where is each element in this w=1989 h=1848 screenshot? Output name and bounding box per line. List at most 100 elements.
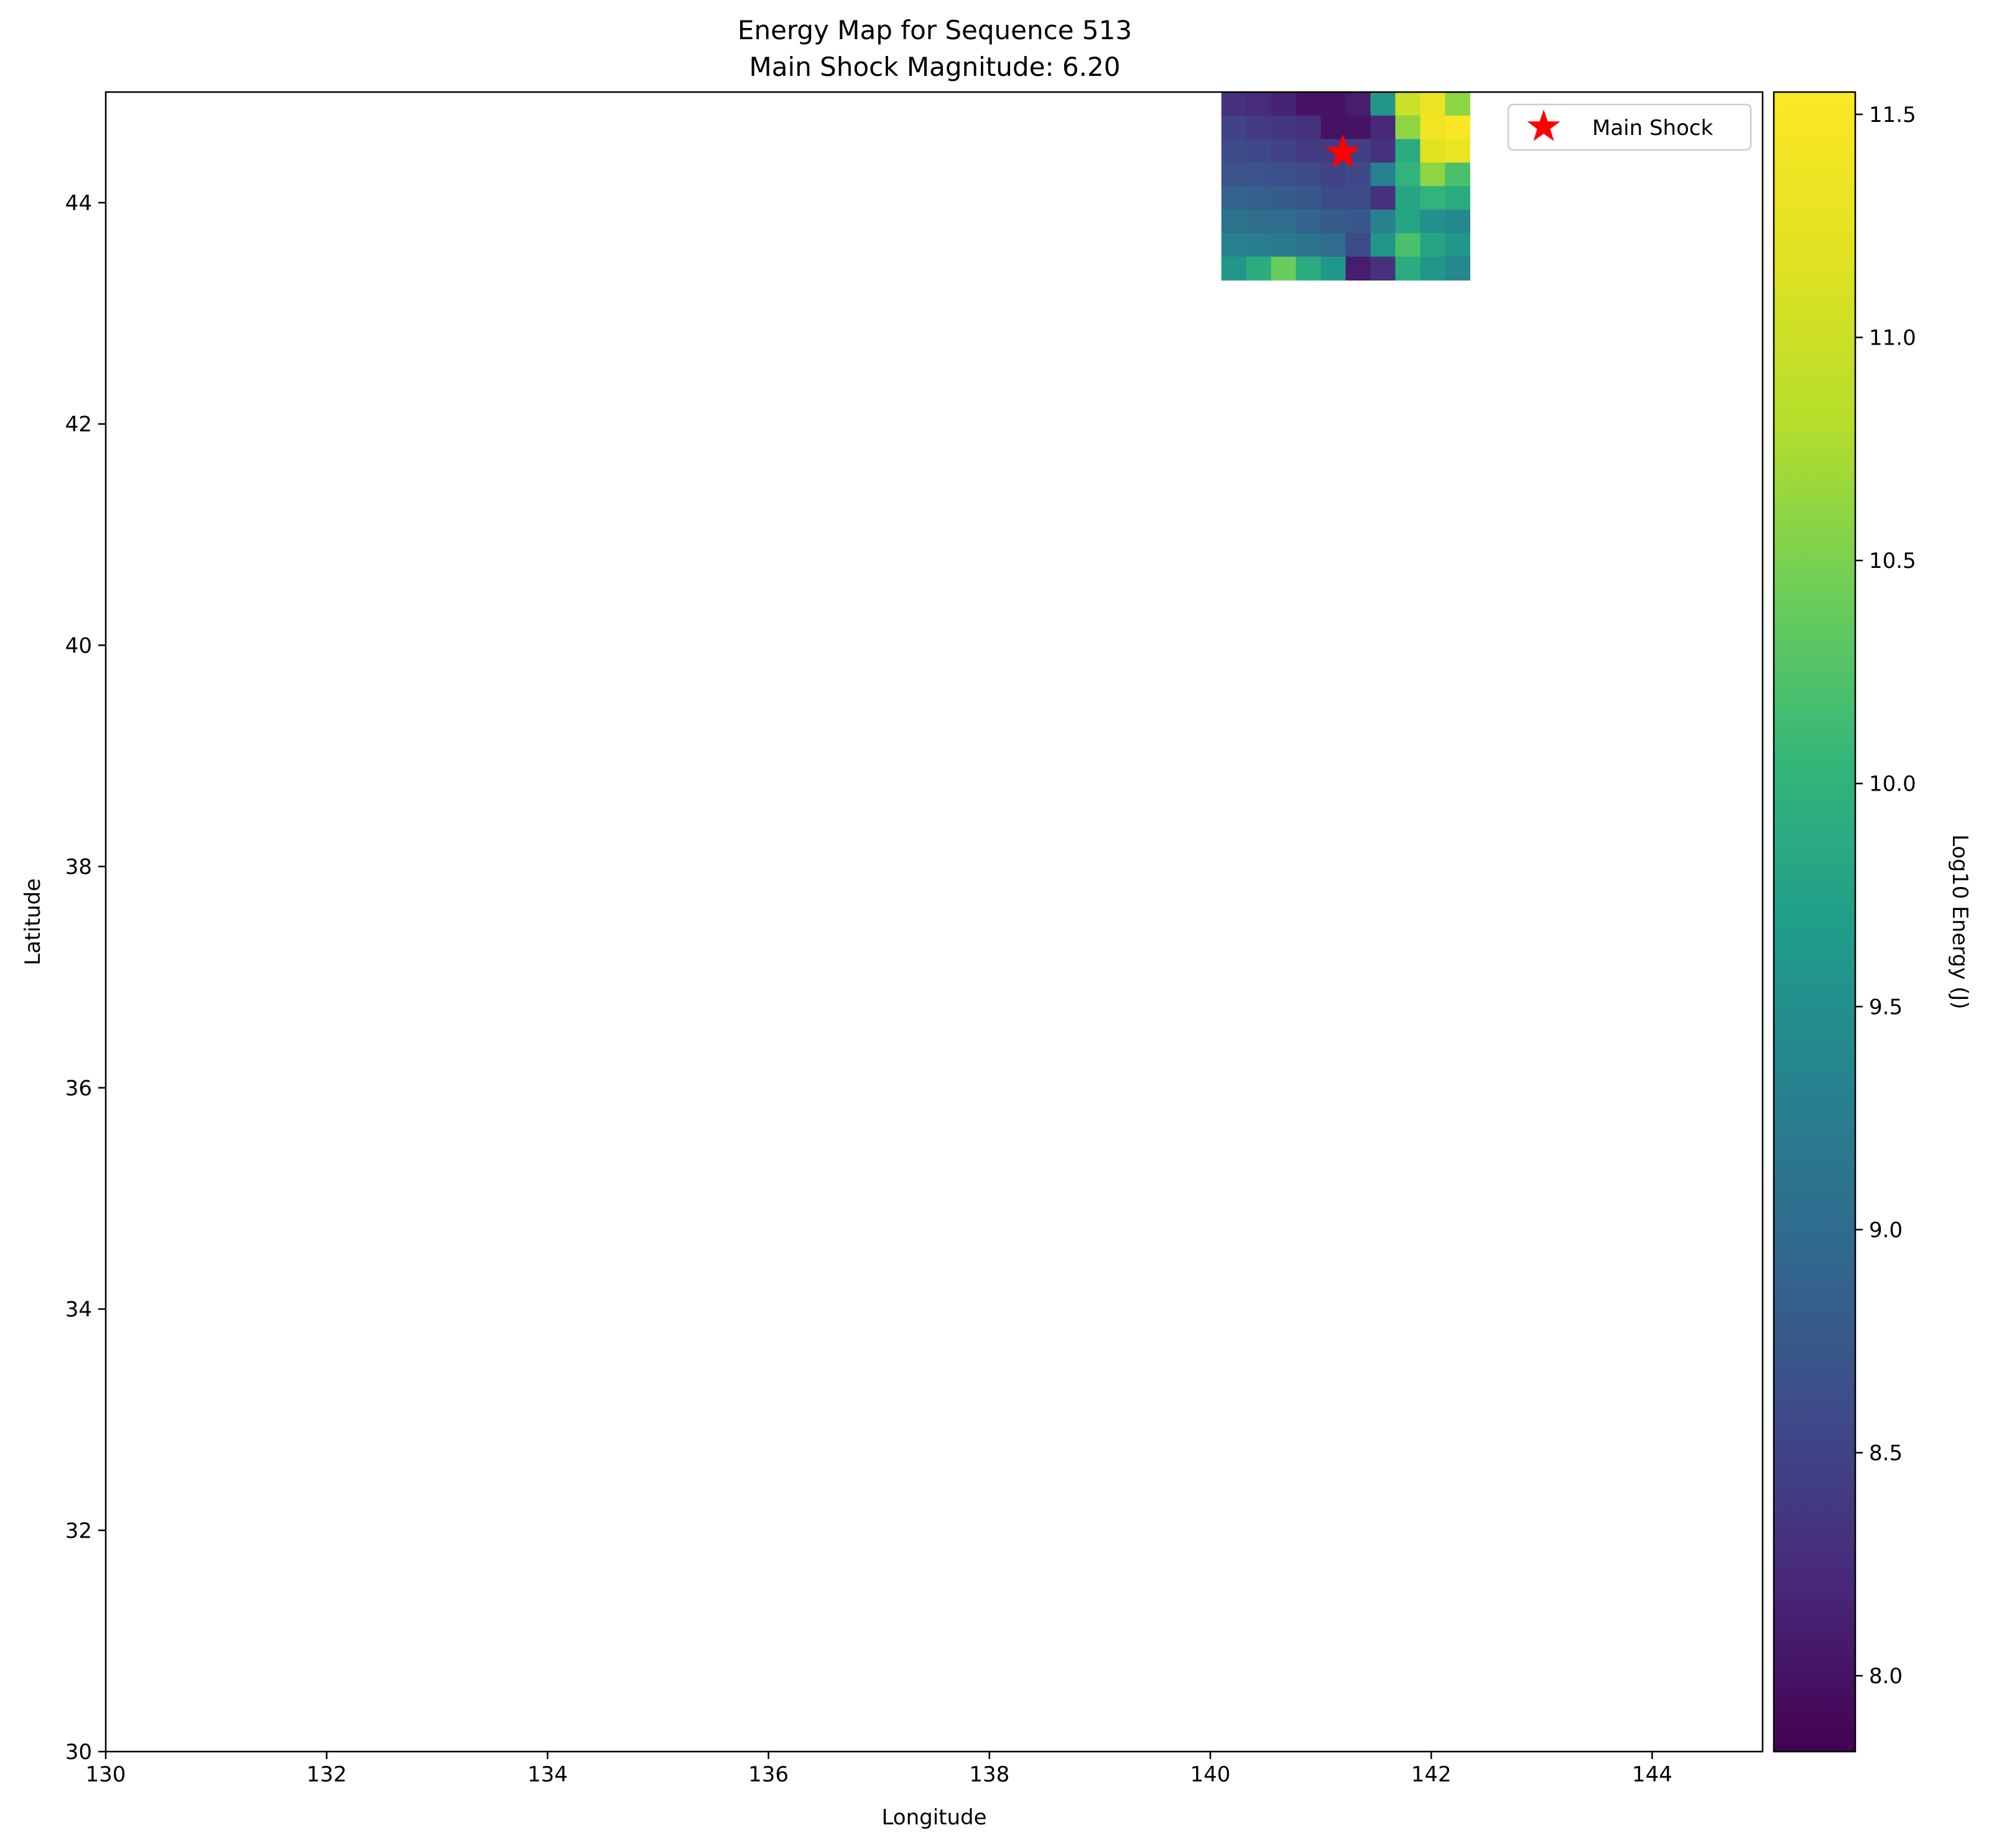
heatmap-cell [1370,162,1396,187]
heatmap-cell [1296,92,1322,116]
heatmap-cell [1445,139,1470,163]
heatmap-cell [1246,209,1272,234]
heatmap-cell [1246,162,1272,187]
heatmap-cell [1420,92,1445,116]
heatmap-cell [1246,233,1272,258]
heatmap-cell [1445,115,1470,140]
heatmap-cell [1370,209,1396,234]
x-tick-label: 142 [1411,1762,1452,1787]
heatmap-cell [1395,186,1421,210]
heatmap-cell [1370,92,1396,116]
colorbar-frame [1773,91,1857,1753]
heatmap-cell [1271,139,1297,163]
heatmap-cell [1221,209,1247,234]
heatmap-cell [1221,162,1247,187]
heatmap-cell [1296,162,1322,187]
heatmap-cell [1395,162,1421,187]
heatmap-cell [1296,186,1322,210]
heatmap-cell [1370,139,1396,163]
heatmap-cell [1420,233,1445,258]
heatmap-cell [1320,233,1347,258]
heatmap-cell [1420,209,1445,234]
colorbar-label: Log10 Energy (J) [1947,834,1972,1009]
heatmap-cell [1296,115,1322,140]
heatmap-cell [1221,139,1247,163]
heatmap-cell [1445,186,1470,210]
y-axis-ticks: 30 32 34 36 38 40 42 44 [65,191,106,1765]
heatmap-cell [1420,115,1445,140]
heatmap-cell [1345,115,1371,140]
heatmap-cell [1395,209,1421,234]
heatmap-cell [1320,186,1347,210]
colorbar-ticks: 8.0 8.5 9.0 9.5 10.0 10.5 11.0 11.5 [1855,103,1916,1689]
heatmap-cell [1370,186,1396,210]
heatmap-cell [1271,209,1297,234]
colorbar-tick-label: 10.0 [1869,772,1916,797]
heatmap-cell [1271,186,1297,210]
chart-title: Energy Map for Sequence 513 [738,15,1132,45]
colorbar-tick-label: 9.5 [1869,995,1903,1019]
heatmap-cell [1271,115,1297,140]
x-tick-label: 132 [307,1762,347,1787]
chart-subtitle: Main Shock Magnitude: 6.20 [749,52,1121,82]
colorbar-gradient [1774,92,1855,1752]
legend-star-icon [1527,109,1560,141]
main-shock-star [1325,134,1361,169]
y-tick-label: 30 [65,1740,92,1765]
colorbar-tick-label: 8.0 [1869,1664,1903,1689]
y-axis-label: Latitude [21,878,45,965]
heatmap-cell [1420,256,1445,281]
heatmap-cell [1345,92,1371,116]
heatmap-cell [1221,115,1247,140]
heatmap-cell [1370,115,1396,140]
x-tick-label: 130 [86,1762,126,1787]
heatmap-cell [1445,92,1470,116]
x-tick-label: 134 [527,1762,568,1787]
heatmap-cell [1271,92,1297,116]
plot-frame [104,91,1764,1753]
heatmap-cell [1246,92,1272,116]
heatmap-cell [1445,256,1470,281]
legend-box [1507,103,1752,151]
heatmap-cell [1221,92,1247,116]
heatmap-cell [1345,186,1371,210]
x-tick-label: 144 [1632,1762,1672,1787]
x-tick-label: 138 [969,1762,1009,1787]
heatmap-cell [1395,233,1421,258]
y-tick-label: 36 [65,1076,92,1101]
heatmap-layer [1221,92,1470,281]
legend-label-main-shock: Main Shock [1592,116,1713,141]
heatmap-cell [1221,256,1247,281]
colorbar: 8.0 8.5 9.0 9.5 10.0 10.5 11.0 11.5 Log10 Energ… [1773,91,1972,1753]
heatmap-cell [1296,209,1322,234]
heatmap-cell [1420,186,1445,210]
heatmap-cell [1221,233,1247,258]
y-tick-label: 32 [65,1518,92,1543]
heatmap-cell [1221,186,1247,210]
heatmap-cell [1271,256,1297,281]
heatmap-cell [1246,139,1272,163]
marker-layer [1325,134,1361,169]
heatmap-cell [1320,256,1347,281]
heatmap-cell [1296,233,1322,258]
heatmap-cell [1420,139,1445,163]
colorbar-tick-label: 10.5 [1869,549,1916,573]
heatmap-cell [1246,256,1272,281]
colorbar-tick-label: 11.5 [1869,103,1916,128]
colorbar-tick-label: 8.5 [1869,1441,1903,1465]
y-tick-label: 44 [65,191,92,216]
heatmap-cell [1246,115,1272,140]
heatmap-cell [1345,256,1371,281]
heatmap-cell [1320,209,1347,234]
heatmap-cell [1271,162,1297,187]
heatmap-cell [1395,92,1421,116]
heatmap-cell [1320,92,1347,116]
x-axis-label: Longitude [881,1805,986,1830]
heatmap-cell [1246,186,1272,210]
heatmap-cell [1445,233,1470,258]
y-tick-label: 34 [65,1298,92,1322]
heatmap-cell [1445,209,1470,234]
plot-background [106,92,1763,1752]
y-tick-label: 40 [65,633,92,658]
